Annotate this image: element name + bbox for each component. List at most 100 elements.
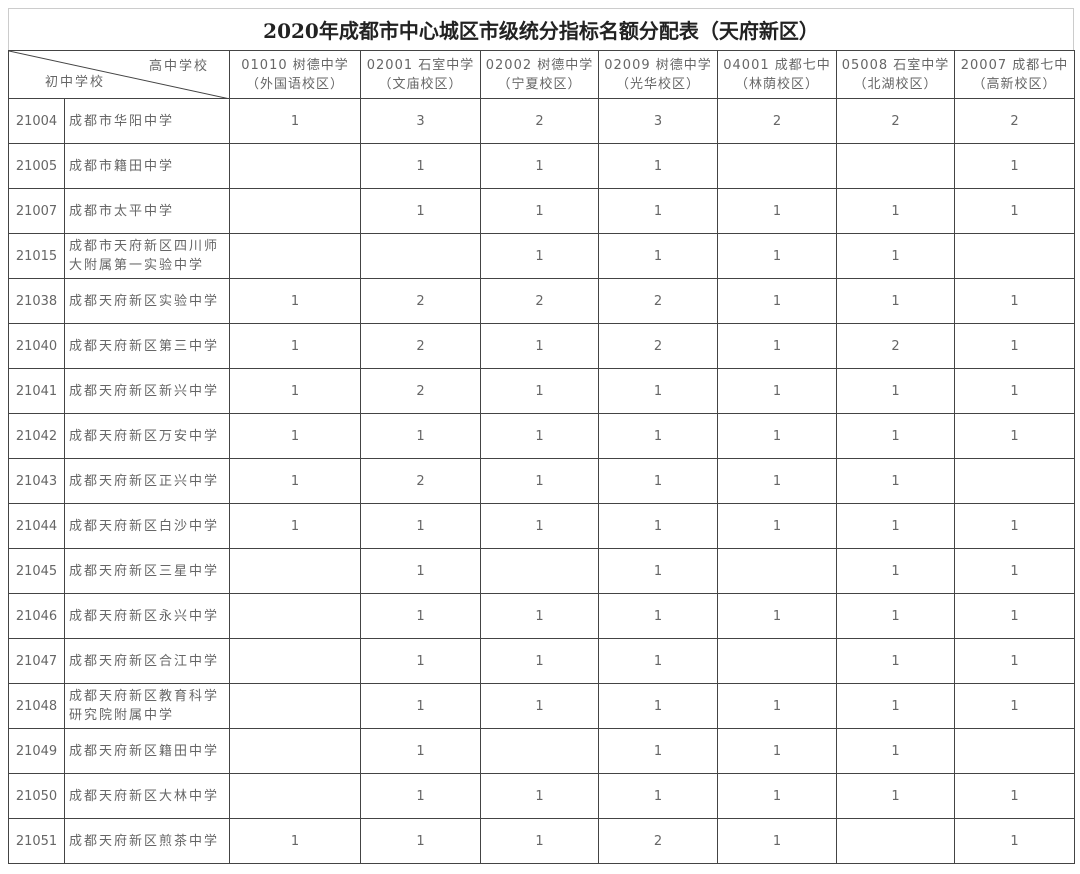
quota-cell: 1 xyxy=(954,188,1075,234)
column-header: 05008 石室中学 （北湖校区） xyxy=(836,50,955,99)
quota-cell xyxy=(480,548,599,594)
page-title: 2020年成都市中心城区市级统分指标名额分配表（天府新区） xyxy=(8,8,1074,50)
quota-cell: 1 xyxy=(717,773,837,819)
school-name: 成都市华阳中学 xyxy=(64,98,230,144)
table-row: 21015 成都市天府新区四川师大附属第一实验中学 1 1 1 1 xyxy=(8,233,1075,279)
school-code: 21047 xyxy=(8,638,65,684)
table-row: 21038 成都天府新区实验中学 1 2 2 2 1 1 1 xyxy=(8,278,1075,324)
quota-cell: 1 xyxy=(836,233,955,279)
quota-cell: 1 xyxy=(480,233,599,279)
quota-cell: 1 xyxy=(360,728,481,774)
quota-cell: 1 xyxy=(229,368,361,414)
table-row: 21044 成都天府新区白沙中学 1 1 1 1 1 1 1 xyxy=(8,503,1075,549)
column-campus: （林荫校区） xyxy=(734,76,819,92)
quota-cell: 3 xyxy=(360,98,481,144)
column-campus: （宁夏校区） xyxy=(497,76,582,92)
column-header: 02002 树德中学 （宁夏校区） xyxy=(480,50,599,99)
quota-cell: 1 xyxy=(954,773,1075,819)
quota-cell: 1 xyxy=(360,683,481,729)
quota-cell: 1 xyxy=(598,233,718,279)
quota-cell: 1 xyxy=(717,458,837,504)
diagonal-line xyxy=(9,51,226,98)
school-name: 成都天府新区籍田中学 xyxy=(64,728,230,774)
quota-cell: 1 xyxy=(229,413,361,459)
school-code: 21048 xyxy=(8,683,65,729)
quota-cell: 2 xyxy=(598,323,718,369)
quota-cell: 1 xyxy=(836,413,955,459)
table-row: 21007 成都市太平中学 1 1 1 1 1 1 xyxy=(8,188,1075,234)
junior-school-label: 初中学校 xyxy=(45,75,106,90)
quota-cell: 1 xyxy=(360,638,481,684)
quota-cell: 2 xyxy=(360,278,481,324)
quota-cell: 1 xyxy=(717,593,837,639)
quota-cell: 2 xyxy=(954,98,1075,144)
quota-cell: 1 xyxy=(480,503,599,549)
quota-cell: 2 xyxy=(836,98,955,144)
school-code: 21050 xyxy=(8,773,65,819)
school-name: 成都天府新区三星中学 xyxy=(64,548,230,594)
quota-cell xyxy=(717,548,837,594)
school-name: 成都天府新区大林中学 xyxy=(64,773,230,819)
school-name: 成都市籍田中学 xyxy=(64,143,230,189)
school-name: 成都天府新区永兴中学 xyxy=(64,593,230,639)
school-code: 21038 xyxy=(8,278,65,324)
quota-cell xyxy=(480,728,599,774)
school-name: 成都天府新区教育科学研究院附属中学 xyxy=(64,683,230,729)
quota-cell: 1 xyxy=(360,548,481,594)
quota-cell: 1 xyxy=(954,593,1075,639)
quota-cell: 1 xyxy=(598,503,718,549)
quota-cell: 1 xyxy=(480,458,599,504)
quota-cell: 1 xyxy=(229,458,361,504)
school-name: 成都天府新区万安中学 xyxy=(64,413,230,459)
school-code: 21049 xyxy=(8,728,65,774)
header-row: 高中学校 初中学校 01010 树德中学 （外国语校区） 02001 石室中学 （文庙… xyxy=(8,50,1075,99)
quota-cell xyxy=(717,638,837,684)
school-code: 21007 xyxy=(8,188,65,234)
table-row: 21043 成都天府新区正兴中学 1 2 1 1 1 1 xyxy=(8,458,1075,504)
high-school-label: 高中学校 xyxy=(148,59,209,74)
quota-cell: 1 xyxy=(480,323,599,369)
school-name: 成都天府新区实验中学 xyxy=(64,278,230,324)
table-row: 21046 成都天府新区永兴中学 1 1 1 1 1 1 xyxy=(8,593,1075,639)
quota-cell: 1 xyxy=(717,278,837,324)
quota-cell: 2 xyxy=(598,278,718,324)
quota-cell: 1 xyxy=(717,728,837,774)
quota-cell xyxy=(717,143,837,189)
quota-cell: 1 xyxy=(598,548,718,594)
quota-cell: 1 xyxy=(836,458,955,504)
quota-cell: 1 xyxy=(836,638,955,684)
quota-cell: 1 xyxy=(480,593,599,639)
column-code-name: 02002 树德中学 xyxy=(485,57,594,73)
quota-cell: 1 xyxy=(836,728,955,774)
table-row: 21042 成都天府新区万安中学 1 1 1 1 1 1 1 xyxy=(8,413,1075,459)
quota-cell: 1 xyxy=(229,98,361,144)
quota-cell: 1 xyxy=(954,683,1075,729)
quota-cell: 2 xyxy=(360,323,481,369)
quota-cell xyxy=(229,773,361,819)
quota-cell: 1 xyxy=(717,683,837,729)
quota-cell: 1 xyxy=(360,503,481,549)
quota-cell: 1 xyxy=(836,683,955,729)
school-name: 成都天府新区煎茶中学 xyxy=(64,818,230,864)
quota-cell: 1 xyxy=(229,503,361,549)
table-row: 21004 成都市华阳中学 1 3 2 3 2 2 2 xyxy=(8,98,1075,144)
column-header: 02001 石室中学 （文庙校区） xyxy=(360,50,481,99)
column-code-name: 20007 成都七中 xyxy=(960,57,1069,73)
quota-cell: 1 xyxy=(954,278,1075,324)
quota-cell: 1 xyxy=(717,503,837,549)
column-code-name: 01010 树德中学 xyxy=(241,57,349,73)
quota-cell: 1 xyxy=(717,368,837,414)
quota-cell: 1 xyxy=(360,593,481,639)
column-campus: （光华校区） xyxy=(615,76,700,92)
quota-cell: 1 xyxy=(836,188,955,234)
quota-cell: 1 xyxy=(598,773,718,819)
quota-cell: 1 xyxy=(360,818,481,864)
column-campus: （高新校区） xyxy=(972,76,1057,92)
quota-cell: 1 xyxy=(836,503,955,549)
table-row: 21049 成都天府新区籍田中学 1 1 1 1 xyxy=(8,728,1075,774)
school-code: 21015 xyxy=(8,233,65,279)
school-code: 21043 xyxy=(8,458,65,504)
column-campus: （外国语校区） xyxy=(245,76,344,92)
quota-cell xyxy=(836,818,955,864)
table-row: 21045 成都天府新区三星中学 1 1 1 1 xyxy=(8,548,1075,594)
